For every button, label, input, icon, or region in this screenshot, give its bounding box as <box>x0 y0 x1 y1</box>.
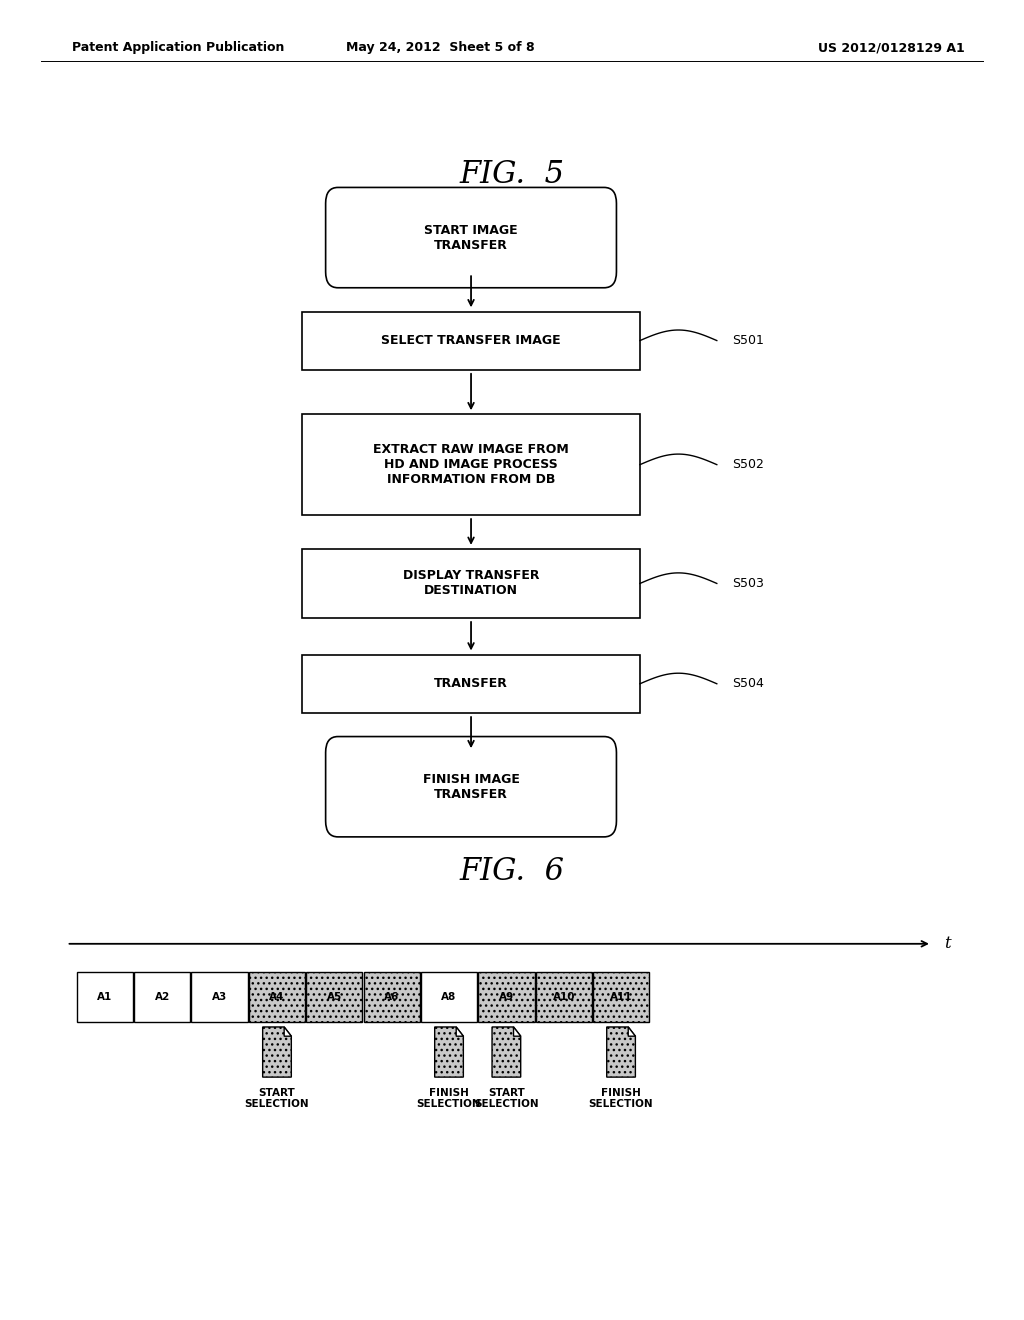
Text: S502: S502 <box>732 458 764 471</box>
Polygon shape <box>628 1027 635 1036</box>
Polygon shape <box>285 1027 292 1036</box>
Polygon shape <box>262 1027 292 1077</box>
Text: SELECT TRANSFER IMAGE: SELECT TRANSFER IMAGE <box>381 334 561 347</box>
Bar <box>536 972 592 1022</box>
Text: A2: A2 <box>155 991 170 1002</box>
Bar <box>593 972 649 1022</box>
Text: FIG.  6: FIG. 6 <box>460 855 564 887</box>
Bar <box>134 972 190 1022</box>
FancyBboxPatch shape <box>326 737 616 837</box>
Text: A6: A6 <box>384 991 399 1002</box>
Polygon shape <box>493 1027 521 1077</box>
Text: EXTRACT RAW IMAGE FROM
HD AND IMAGE PROCESS
INFORMATION FROM DB: EXTRACT RAW IMAGE FROM HD AND IMAGE PROC… <box>373 444 569 486</box>
Text: START
SELECTION: START SELECTION <box>245 1088 309 1109</box>
Text: DISPLAY TRANSFER
DESTINATION: DISPLAY TRANSFER DESTINATION <box>402 569 540 598</box>
Polygon shape <box>514 1027 521 1036</box>
Bar <box>77 972 133 1022</box>
Text: A9: A9 <box>499 991 514 1002</box>
Text: START
SELECTION: START SELECTION <box>474 1088 539 1109</box>
Bar <box>249 972 305 1022</box>
Text: US 2012/0128129 A1: US 2012/0128129 A1 <box>817 41 965 54</box>
Text: FINISH
SELECTION: FINISH SELECTION <box>589 1088 653 1109</box>
Bar <box>302 655 640 713</box>
Text: A10: A10 <box>553 991 574 1002</box>
Bar <box>306 972 362 1022</box>
Text: A8: A8 <box>441 991 457 1002</box>
Text: A3: A3 <box>212 991 227 1002</box>
Text: Patent Application Publication: Patent Application Publication <box>72 41 284 54</box>
Text: S503: S503 <box>732 577 764 590</box>
Polygon shape <box>457 1027 464 1036</box>
Bar <box>478 972 535 1022</box>
Bar <box>302 414 640 515</box>
Text: A1: A1 <box>97 991 113 1002</box>
Text: S504: S504 <box>732 677 764 690</box>
Text: TRANSFER: TRANSFER <box>434 677 508 690</box>
Bar <box>191 972 248 1022</box>
Text: START IMAGE
TRANSFER: START IMAGE TRANSFER <box>424 223 518 252</box>
Polygon shape <box>435 1027 464 1077</box>
Text: FINISH
SELECTION: FINISH SELECTION <box>417 1088 481 1109</box>
FancyBboxPatch shape <box>326 187 616 288</box>
Text: A11: A11 <box>610 991 632 1002</box>
Text: FIG.  5: FIG. 5 <box>460 158 564 190</box>
Text: S501: S501 <box>732 334 764 347</box>
Text: A4: A4 <box>269 991 285 1002</box>
Polygon shape <box>606 1027 635 1077</box>
Text: t: t <box>944 936 950 952</box>
Bar <box>302 549 640 618</box>
Bar <box>421 972 477 1022</box>
Bar <box>302 312 640 370</box>
Bar <box>364 972 420 1022</box>
Text: A5: A5 <box>327 991 342 1002</box>
Text: FINISH IMAGE
TRANSFER: FINISH IMAGE TRANSFER <box>423 772 519 801</box>
Text: May 24, 2012  Sheet 5 of 8: May 24, 2012 Sheet 5 of 8 <box>346 41 535 54</box>
